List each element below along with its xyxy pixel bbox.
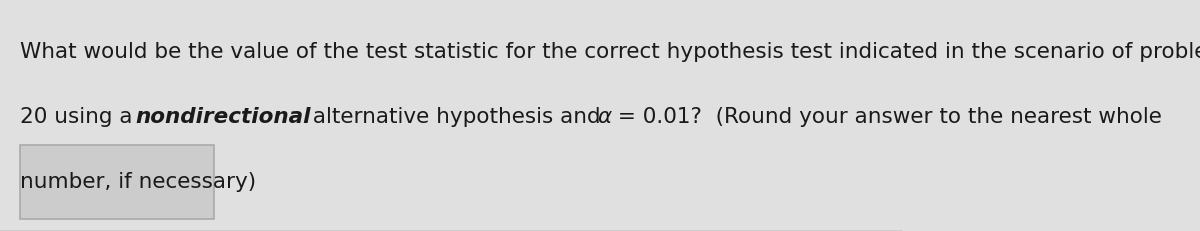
Text: What would be the value of the test statistic for the correct hypothesis test in: What would be the value of the test stat… — [20, 42, 1200, 61]
Text: alternative hypothesis and: alternative hypothesis and — [306, 106, 607, 126]
Text: = 0.01?  (Round your answer to the nearest whole: = 0.01? (Round your answer to the neares… — [611, 106, 1162, 126]
Text: nondirectional: nondirectional — [136, 106, 311, 126]
Text: α: α — [598, 106, 612, 126]
FancyBboxPatch shape — [20, 146, 214, 219]
Text: 20 using a: 20 using a — [20, 106, 139, 126]
Text: number, if necessary): number, if necessary) — [20, 171, 256, 191]
